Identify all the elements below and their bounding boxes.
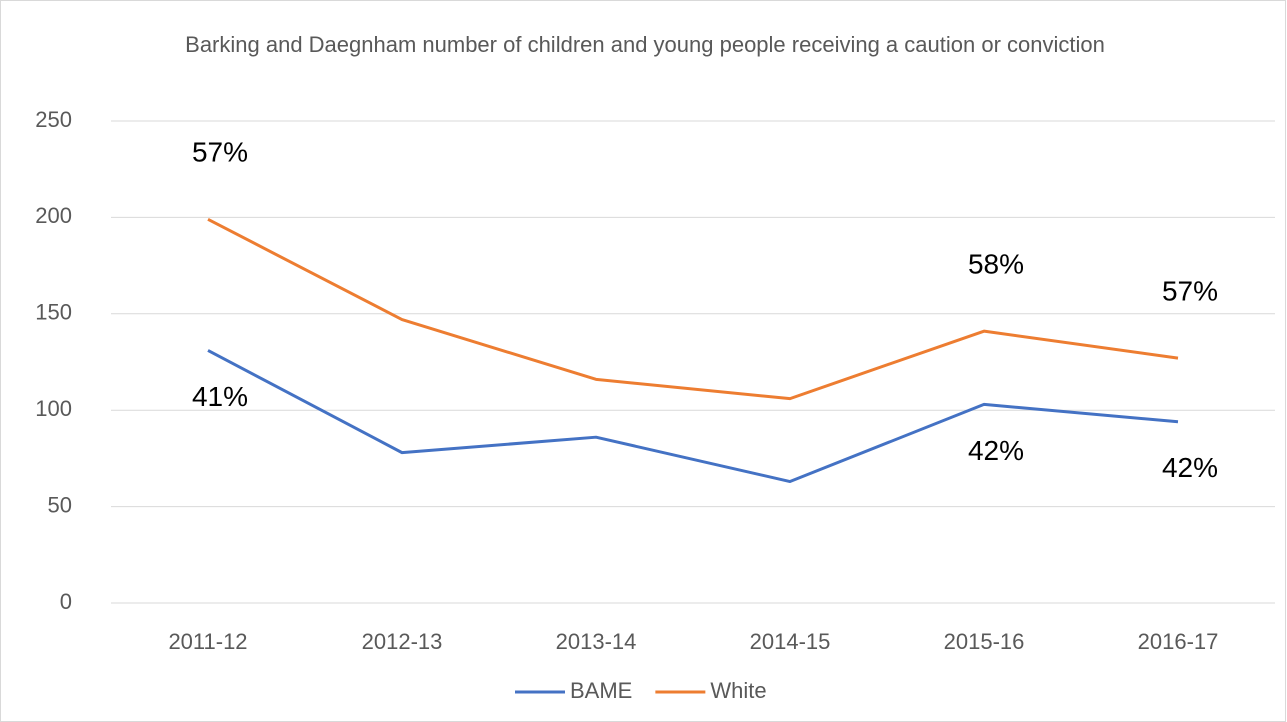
x-tick-label: 2012-13 [362,629,443,654]
y-tick-label: 0 [60,589,72,614]
annotation: 57% [192,137,248,168]
annotation: 42% [1162,452,1218,483]
series-line [207,217,1179,401]
annotation: 58% [968,249,1024,280]
series-line [207,349,1179,484]
x-tick-label: 2013-14 [556,629,637,654]
x-tick-label: 2014-15 [750,629,831,654]
annotation: 42% [968,435,1024,466]
y-tick-label: 150 [35,300,72,325]
y-tick-label: 100 [35,396,72,421]
chart-title: Barking and Daegnham number of children … [185,32,1105,57]
x-tick-label: 2016-17 [1138,629,1219,654]
x-tick-label: 2011-12 [168,629,247,654]
x-tick-label: 2015-16 [944,629,1025,654]
legend-label: White [710,678,766,703]
legend-label: BAME [570,678,632,703]
y-tick-label: 250 [35,107,72,132]
annotation: 41% [192,381,248,412]
y-tick-label: 50 [48,492,72,517]
annotation: 57% [1162,276,1218,307]
y-tick-label: 200 [35,203,72,228]
